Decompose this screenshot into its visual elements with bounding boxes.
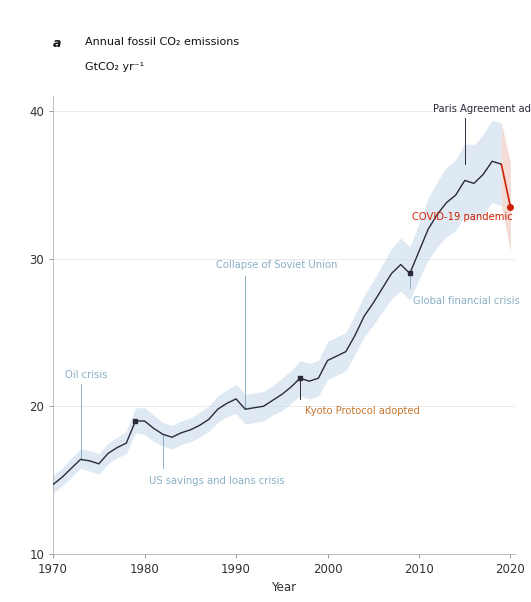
X-axis label: Year: Year	[271, 582, 297, 594]
Text: COVID-19 pandemic: COVID-19 pandemic	[412, 212, 512, 222]
Text: Paris Agreement adopted: Paris Agreement adopted	[433, 104, 531, 114]
Text: Annual fossil CO₂ emissions: Annual fossil CO₂ emissions	[85, 37, 239, 47]
Text: Oil crisis: Oil crisis	[65, 370, 107, 380]
Text: a: a	[53, 37, 62, 50]
Text: GtCO₂ yr⁻¹: GtCO₂ yr⁻¹	[85, 62, 144, 72]
Text: Collapse of Soviet Union: Collapse of Soviet Union	[216, 261, 337, 270]
Text: Kyoto Protocol adopted: Kyoto Protocol adopted	[305, 406, 419, 416]
Text: Global financial crisis: Global financial crisis	[413, 296, 519, 306]
Text: US savings and loans crisis: US savings and loans crisis	[149, 476, 285, 486]
